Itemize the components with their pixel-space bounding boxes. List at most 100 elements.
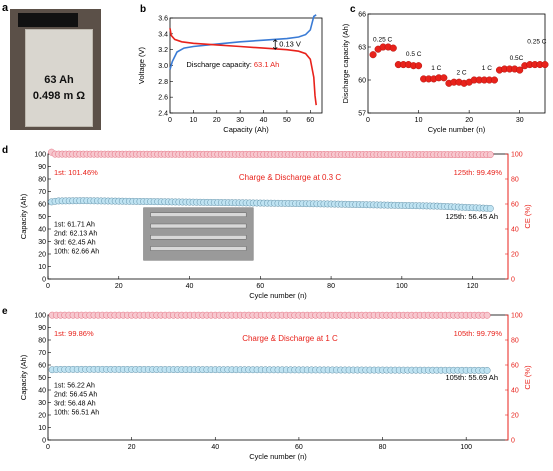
capacity-point <box>483 366 491 374</box>
capacity-cycle-label: 1st: 56.22 Ah <box>54 383 95 390</box>
x-tick-label: 20 <box>128 444 136 451</box>
discharge-curve <box>169 28 317 106</box>
plot-frame <box>367 13 546 114</box>
y-tick-label: 60 <box>38 363 46 370</box>
rate-capacity-point <box>415 62 423 70</box>
x-axis-label: Cycle number (n) <box>428 125 486 134</box>
test-rig-shelf <box>150 235 247 240</box>
y2-axis-label: CE (%) <box>523 365 532 390</box>
test-rig-shelf <box>150 246 247 251</box>
y-tick-label: 80 <box>38 177 46 184</box>
y-tick-label: 70 <box>38 189 46 196</box>
x-axis-label: Cycle number (n) <box>249 291 307 300</box>
x-tick-label: 40 <box>260 117 268 124</box>
y-tick-label: 66 <box>358 12 366 19</box>
gap-label: 0.13 V <box>279 40 301 49</box>
battery-tab <box>18 13 78 27</box>
y-tick-label: 50 <box>38 214 46 221</box>
y-tick-label: 2.8 <box>158 79 168 86</box>
x-tick-label: 80 <box>327 283 335 290</box>
y-axis-label: Discharge capacity (Ah) <box>341 23 350 103</box>
condition-annotation: Charge & Discharge at 1 C <box>242 334 338 343</box>
discharge-annotation: Discharge capacity: 63.1 Ah <box>186 60 279 69</box>
rate-label: 1 C <box>431 65 441 72</box>
y-tick-label: 10 <box>38 425 46 432</box>
y2-tick-label: 80 <box>511 338 519 345</box>
rate-capacity-point <box>389 44 397 52</box>
rate-capacity-point <box>369 51 377 59</box>
battery-photo: 63 Ah 0.498 m Ω <box>10 9 101 130</box>
x-tick-label: 80 <box>379 444 387 451</box>
test-rig-shelf <box>150 223 247 229</box>
x-tick-label: 0 <box>46 444 50 451</box>
capacity-last-label: 125th: 56.45 Ah <box>445 212 498 221</box>
pouch-cell: 63 Ah 0.498 m Ω <box>25 29 93 127</box>
y-tick-label: 57 <box>358 111 366 118</box>
capacity-point <box>486 204 494 212</box>
panel-label-e: e <box>2 306 8 317</box>
rate-label: 0.5C <box>510 55 524 62</box>
charge-curve <box>169 14 317 70</box>
capacity-cycle-label: 3rd: 56.48 Ah <box>54 401 96 408</box>
y-axis-label: Capacity (Ah) <box>19 193 28 239</box>
y2-tick-label: 20 <box>511 252 519 259</box>
y2-tick-label: 100 <box>511 313 523 320</box>
y-tick-label: 90 <box>38 164 46 171</box>
x-axis-label: Capacity (Ah) <box>223 125 269 134</box>
capacity-cycle-label: 1st: 61.71 Ah <box>54 222 95 229</box>
rate-label: 2 C <box>457 70 467 77</box>
y-tick-label: 40 <box>38 388 46 395</box>
y-tick-label: 63 <box>358 45 366 52</box>
capacity-last-label: 105th: 55.69 Ah <box>445 373 498 382</box>
y-tick-label: 60 <box>358 78 366 85</box>
y-tick-label: 60 <box>38 202 46 209</box>
y-axis-label: Capacity (Ah) <box>19 354 28 400</box>
x-tick-label: 0 <box>168 117 172 124</box>
y-tick-label: 10 <box>38 264 46 271</box>
y2-tick-label: 20 <box>511 413 519 420</box>
y-tick-label: 20 <box>38 252 46 259</box>
x-tick-label: 60 <box>295 444 303 451</box>
panel-label-a: a <box>2 2 9 14</box>
capacity-cycle-label: 10th: 62.66 Ah <box>54 249 99 256</box>
x-tick-label: 20 <box>115 283 123 290</box>
ce-point <box>483 311 491 319</box>
capacity-cycle-label: 2nd: 62.13 Ah <box>54 231 97 238</box>
rate-capacity-point <box>516 66 524 74</box>
ce-last-label: 125th: 99.49% <box>454 168 503 177</box>
ce-first-label: 1st: 101.46% <box>54 168 98 177</box>
x-tick-label: 40 <box>186 283 194 290</box>
y2-tick-label: 40 <box>511 227 519 234</box>
x-tick-label: 100 <box>396 283 408 290</box>
y2-tick-label: 60 <box>511 202 519 209</box>
gap-arrow-head-up <box>272 39 278 43</box>
y2-tick-label: 0 <box>511 438 515 445</box>
y-tick-label: 3.0 <box>158 63 168 70</box>
x-tick-label: 0 <box>366 117 370 124</box>
ce-last-label: 105th: 99.79% <box>454 329 503 338</box>
x-tick-label: 60 <box>306 117 314 124</box>
y2-axis-label: CE (%) <box>523 204 532 229</box>
x-axis-label: Cycle number (n) <box>249 452 307 461</box>
x-tick-label: 60 <box>256 283 264 290</box>
y2-tick-label: 60 <box>511 363 519 370</box>
photo-capacity-text: 63 Ah <box>44 74 74 86</box>
y-tick-label: 20 <box>38 413 46 420</box>
y-tick-label: 90 <box>38 325 46 332</box>
photo-resistance-text: 0.498 m Ω <box>32 90 86 102</box>
y2-tick-label: 100 <box>511 152 523 159</box>
y-tick-label: 30 <box>38 400 46 407</box>
y-tick-label: 2.4 <box>158 111 168 118</box>
condition-annotation: Charge & Discharge at 0.3 C <box>239 173 341 182</box>
ce-first-label: 1st: 99.86% <box>54 329 94 338</box>
y-tick-label: 100 <box>34 313 46 320</box>
rate-capacity-point <box>490 76 498 84</box>
y2-tick-label: 40 <box>511 388 519 395</box>
y-axis-label: Voltage (V) <box>137 46 146 84</box>
panel-label-d: d <box>2 145 8 156</box>
y-tick-label: 70 <box>38 350 46 357</box>
y-tick-label: 3.6 <box>158 16 168 23</box>
y-tick-label: 0 <box>42 277 46 284</box>
y-tick-label: 100 <box>34 152 46 159</box>
